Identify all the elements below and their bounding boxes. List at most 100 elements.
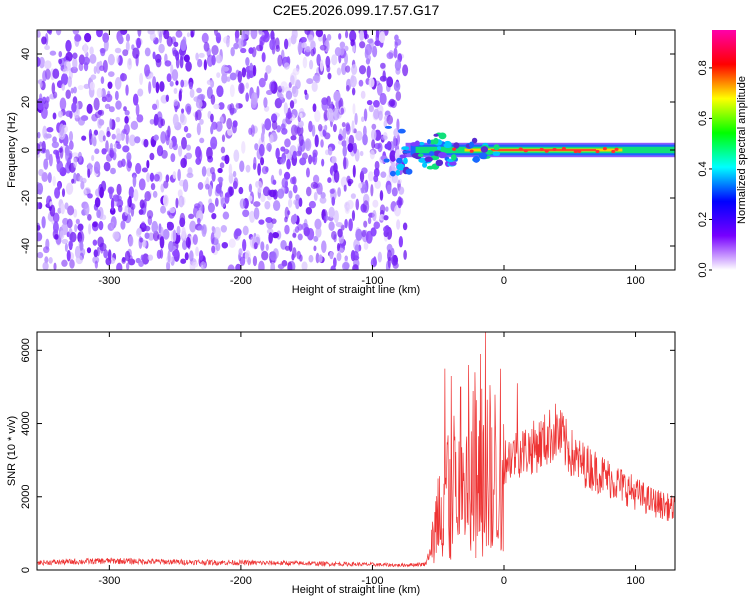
spectrogram-noise-blob: [253, 207, 260, 220]
spectrogram-noise-blob: [120, 72, 125, 82]
spectrogram-noise-blob: [41, 216, 46, 229]
spectrogram-noise-blob: [258, 143, 265, 157]
spectrogram-noise-blob: [359, 150, 364, 157]
spectrogram-noise-blob: [117, 35, 124, 45]
spectrogram-noise-blob: [215, 242, 221, 252]
spectrogram-noise-blob: [179, 114, 187, 126]
spectrogram-noise-blob: [398, 197, 404, 206]
spectrogram-noise-blob: [55, 150, 60, 160]
spectrogram-noise-blob: [314, 72, 321, 84]
signal-peak-blob: [614, 147, 619, 151]
spectrogram-noise-blob: [349, 75, 357, 88]
spectrogram-noise-blob: [128, 235, 134, 247]
spectrogram-noise-blob: [57, 110, 63, 118]
spectrogram-noise-blob: [364, 49, 369, 59]
spectrogram-noise-blob: [252, 64, 257, 77]
spectrogram-noise-blob: [117, 160, 123, 168]
spectrogram-noise-blob: [146, 159, 150, 169]
spectrogram-noise-blob: [349, 30, 357, 42]
spectrogram-noise-blob: [110, 221, 115, 230]
figure-title: C2E5.2026.099.17.57.G17: [273, 2, 440, 18]
spectrogram-noise-blob: [107, 71, 115, 77]
spectrogram-noise-blob: [107, 249, 112, 261]
spectrogram-noise-blob: [224, 192, 230, 204]
spectrogram-noise-blob: [272, 179, 277, 185]
spectrogram-noise-blob: [386, 114, 394, 125]
spectrogram-noise-blob: [178, 145, 183, 157]
spectrogram-noise-blob: [245, 164, 251, 173]
signal-onset-blob: [436, 146, 442, 151]
spectrogram-noise-blob: [305, 167, 310, 178]
snr-y-tick-label: 6000: [20, 338, 32, 362]
spectrogram-noise-blob: [299, 112, 303, 119]
spectrogram-noise-blob: [288, 198, 293, 208]
spectrogram-noise-blob: [188, 213, 195, 219]
spectrogram-noise-blob: [342, 145, 347, 157]
spectrogram-noise-blob: [114, 76, 122, 90]
spectrogram-noise-blob: [277, 188, 285, 199]
snr-x-tick-label: -100: [361, 575, 383, 587]
spectrogram-noise-blob: [217, 167, 223, 174]
spectrogram-noise-blob: [280, 81, 288, 91]
spectrogram-x-ticks: -300 -200 -100 0 100: [98, 30, 645, 287]
spectrogram-noise-blob: [398, 186, 405, 195]
spectrogram-noise-blob: [155, 81, 160, 94]
spectrogram-noise-blob: [352, 142, 358, 154]
spectrogram-noise-blob: [52, 221, 59, 234]
colorbar-label: Normalized spectral amplitude: [736, 76, 748, 224]
spectrogram-noise-blob: [37, 182, 44, 195]
spectrogram-noise-blob: [104, 103, 111, 109]
spectrogram-noise-blob: [175, 80, 179, 86]
spectrogram-noise-blob: [248, 183, 253, 193]
spectrogram-noise-blob: [120, 30, 128, 35]
spectrogram-noise-blob: [176, 225, 181, 236]
spectrogram-noise-blob: [245, 82, 249, 89]
spectrogram-noise-blob: [126, 198, 131, 206]
signal-peak-blob: [523, 149, 528, 153]
spectrogram-noise-blob: [326, 108, 334, 121]
spectrogram-noise-blob: [41, 36, 47, 45]
snr-x-tick-label: 100: [626, 575, 644, 587]
spectrogram-noise-blob: [269, 134, 274, 144]
spectrogram-noise-blob: [358, 79, 364, 87]
spectrogram-noise-blob: [187, 167, 193, 176]
spectrogram-noise-blob: [336, 67, 342, 76]
signal-peak-blob: [452, 147, 457, 151]
spectrogram-noise-blob: [100, 214, 107, 221]
spectrogram-noise-blob: [362, 133, 368, 146]
spectrogram-noise-blob: [82, 56, 90, 66]
spectrogram-noise-blob: [169, 81, 174, 87]
spectrogram-noise-blob: [310, 48, 315, 57]
signal-onset-blob: [478, 152, 488, 160]
spectrogram-noise-blob: [296, 124, 304, 137]
spectrogram-noise-blob: [298, 133, 304, 147]
spectrogram-noise-blob: [108, 106, 115, 113]
spectrogram-noise-blob: [380, 62, 386, 69]
spectrogram-noise-blob: [37, 131, 41, 139]
spectrogram-noise-blob: [320, 139, 324, 148]
spectrogram-noise-blob: [144, 47, 151, 57]
spectrogram-noise-blob: [242, 30, 250, 40]
spectrogram-noise-blob: [128, 134, 136, 147]
spectrogram-noise-blob: [96, 87, 103, 98]
spectrogram-noise-blob: [365, 230, 373, 244]
spectrogram-noise-blob: [196, 87, 202, 94]
spectrogram-noise-blob: [124, 110, 130, 116]
spectrogram-noise-blob: [373, 221, 381, 229]
spectrogram-noise-blob: [246, 72, 251, 80]
spectrogram-noise-blob: [124, 205, 129, 217]
spectrogram-noise-blob: [221, 134, 226, 143]
spectrogram-noise-blob: [398, 235, 404, 248]
spectrogram-noise-blob: [297, 145, 303, 156]
spectrogram-noise-blob: [45, 238, 50, 250]
signal-onset-blob: [435, 159, 444, 167]
spectrogram-y-ticks: -40 -20 0 20 40: [20, 48, 675, 254]
spectrogram-noise-blob: [217, 176, 224, 183]
spectrogram-noise-blob: [136, 114, 144, 123]
spectrogram-noise-blob: [290, 124, 298, 137]
colorbar-bar: [712, 30, 736, 270]
spectrogram-noise-blob: [298, 197, 303, 208]
spectrogram-noise-blob: [313, 235, 319, 242]
signal-onset-blob: [384, 125, 392, 129]
